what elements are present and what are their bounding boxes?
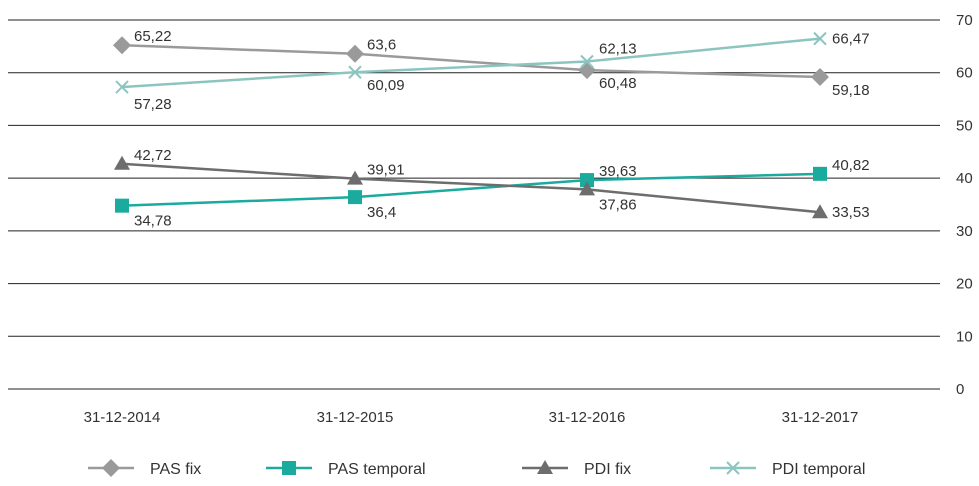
- data-label-pdi-fix-3: 33,53: [832, 204, 870, 221]
- data-label-pdi-temporal-0: 57,28: [134, 96, 172, 113]
- legend-marker-pas-temporal: [282, 461, 296, 475]
- point-pdi-temporal-3: [813, 31, 827, 46]
- data-label-pas-fix-2: 60,48: [599, 75, 637, 92]
- point-pdi-temporal-3-stroke-b: [813, 31, 827, 46]
- legend-label-pas-fix: PAS fix: [150, 461, 201, 478]
- point-pas-fix-3: [811, 68, 829, 87]
- data-label-pas-temporal-3: 40,82: [832, 157, 870, 174]
- point-pas-fix-2: [578, 61, 596, 80]
- data-label-pdi-fix-2: 37,86: [599, 196, 637, 213]
- data-labels: 65,22 63,6 60,48 59,18 34,78 36,4 39,63 40,82 42…: [134, 28, 870, 229]
- gridlines: [8, 19, 940, 390]
- legend-marker-pdi-temporal: [726, 461, 740, 475]
- y-axis-ticks: 0 10 20 30 40 50 60 70: [956, 12, 973, 398]
- point-pas-fix-0: [113, 36, 131, 55]
- point-pdi-temporal-2-stroke-b: [580, 54, 594, 69]
- legend-marker-pdi-fix: [537, 460, 553, 474]
- legend-item-pdi-fix: PDI fix: [522, 460, 631, 478]
- legend-label-pdi-temporal: PDI temporal: [772, 461, 865, 478]
- data-label-pas-temporal-1: 36,4: [367, 204, 396, 221]
- y-tick-label-70: 70: [956, 12, 973, 29]
- y-tick-label-40: 40: [956, 170, 973, 187]
- y-tick-label-50: 50: [956, 117, 973, 134]
- data-label-pdi-fix-0: 42,72: [134, 147, 172, 164]
- data-label-pdi-temporal-3: 66,47: [832, 31, 870, 48]
- y-tick-label-30: 30: [956, 223, 973, 240]
- series-line-pas-fix: [121, 43, 821, 79]
- legend-item-pas-temporal: PAS temporal: [266, 461, 426, 478]
- legend-item-pdi-temporal: PDI temporal: [710, 461, 865, 478]
- legend-marker-pdi-temporal-stroke-b: [726, 461, 740, 475]
- data-label-pdi-temporal-1: 60,09: [367, 77, 405, 94]
- point-pas-temporal-2: [580, 173, 594, 188]
- series-line-pdi-temporal: [121, 37, 821, 89]
- point-pas-fix-1: [346, 44, 364, 63]
- point-pdi-temporal-1: [348, 65, 362, 79]
- series-lines: [113, 31, 829, 219]
- data-label-pas-temporal-0: 34,78: [134, 213, 172, 230]
- data-label-pas-fix-0: 65,22: [134, 28, 172, 45]
- y-tick-label-10: 10: [956, 328, 973, 345]
- point-pdi-fix-0: [114, 155, 130, 170]
- y-tick-label-60: 60: [956, 65, 973, 82]
- series-line-pdi-fix: [121, 162, 821, 214]
- x-tick-label-2: 31-12-2016: [549, 409, 626, 426]
- x-tick-label-0: 31-12-2014: [84, 409, 161, 426]
- point-pas-temporal-0: [115, 198, 129, 213]
- data-label-pdi-fix-1: 39,91: [367, 162, 405, 179]
- point-pas-temporal-1: [348, 190, 362, 205]
- x-axis-ticks: 31-12-2014 31-12-2015 31-12-2016 31-12-2017: [84, 409, 859, 426]
- legend-label-pas-temporal: PAS temporal: [328, 461, 426, 478]
- legend-label-pdi-fix: PDI fix: [584, 461, 631, 478]
- y-tick-label-0: 0: [956, 381, 964, 398]
- legend-item-pas-fix: PAS fix: [88, 459, 201, 478]
- point-pdi-fix-3: [812, 204, 828, 219]
- data-label-pdi-temporal-2: 62,13: [599, 40, 637, 57]
- data-label-pas-temporal-2: 39,63: [599, 163, 637, 180]
- point-pdi-fix-2: [579, 181, 595, 196]
- y-tick-label-20: 20: [956, 276, 973, 293]
- data-label-pas-fix-1: 63,6: [367, 37, 396, 54]
- x-tick-label-3: 31-12-2017: [782, 409, 859, 426]
- point-pas-temporal-3: [813, 166, 827, 181]
- point-pdi-temporal-1-stroke-b: [348, 65, 362, 79]
- x-tick-label-1: 31-12-2015: [317, 409, 394, 426]
- series-line-pas-temporal: [121, 172, 821, 207]
- legend: PAS fix PAS temporal PDI fix PDI temporal: [88, 459, 865, 478]
- point-pdi-temporal-0-stroke-b: [115, 80, 129, 94]
- point-pdi-fix-1: [347, 170, 363, 185]
- data-label-pas-fix-3: 59,18: [832, 82, 870, 99]
- point-pdi-temporal-2: [580, 54, 594, 69]
- point-pdi-temporal-0: [115, 80, 129, 94]
- legend-marker-pas-fix: [102, 459, 120, 477]
